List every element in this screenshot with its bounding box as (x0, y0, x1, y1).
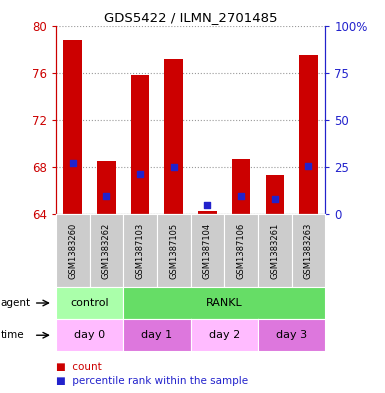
Point (238, 193, 244, 200)
Point (103, 193, 109, 200)
Text: agent: agent (1, 298, 31, 308)
Text: GSM1387104: GSM1387104 (203, 222, 212, 279)
Bar (131, 75, 149, 214)
Bar (198, 211, 217, 214)
Text: day 1: day 1 (141, 330, 172, 340)
Text: day 2: day 2 (209, 330, 240, 340)
Text: GSM1383261: GSM1383261 (270, 222, 279, 279)
Text: GSM1383260: GSM1383260 (68, 222, 77, 279)
Text: ■  percentile rank within the sample: ■ percentile rank within the sample (56, 376, 248, 386)
Point (305, 163, 311, 169)
Text: GSM1387106: GSM1387106 (237, 222, 246, 279)
Bar (299, 55, 318, 214)
Point (204, 202, 211, 208)
Bar (64, 40, 82, 214)
Text: RANKL: RANKL (206, 298, 243, 308)
Text: GSM1383262: GSM1383262 (102, 222, 111, 279)
Text: time: time (1, 330, 24, 340)
Bar (97, 161, 115, 214)
Point (171, 164, 177, 170)
Text: ■  count: ■ count (56, 362, 102, 372)
Point (70, 160, 76, 167)
Title: GDS5422 / ILMN_2701485: GDS5422 / ILMN_2701485 (104, 11, 277, 24)
Point (137, 171, 143, 177)
Text: control: control (70, 298, 109, 308)
Text: GSM1387105: GSM1387105 (169, 222, 178, 279)
Bar (266, 175, 284, 214)
Point (272, 196, 278, 202)
Text: GSM1383263: GSM1383263 (304, 222, 313, 279)
Bar (164, 59, 183, 214)
Text: day 3: day 3 (276, 330, 307, 340)
Bar (232, 159, 250, 214)
Text: day 0: day 0 (74, 330, 105, 340)
Text: GSM1387103: GSM1387103 (136, 222, 144, 279)
